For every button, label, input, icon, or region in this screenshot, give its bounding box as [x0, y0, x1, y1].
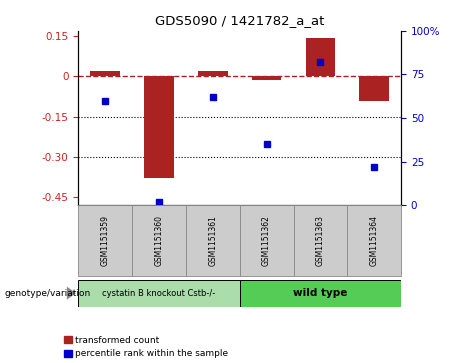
Bar	[144, 77, 174, 178]
Text: GSM1151360: GSM1151360	[154, 215, 164, 266]
Text: GSM1151361: GSM1151361	[208, 215, 217, 266]
Bar	[294, 205, 347, 276]
Text: cystatin B knockout Cstb-/-: cystatin B knockout Cstb-/-	[102, 289, 216, 298]
Bar	[360, 77, 389, 101]
Polygon shape	[67, 287, 76, 300]
Text: GSM1151363: GSM1151363	[316, 215, 325, 266]
Text: GSM1151364: GSM1151364	[370, 215, 378, 266]
Bar	[78, 280, 240, 307]
Bar	[240, 280, 401, 307]
Bar	[306, 37, 335, 77]
Bar	[198, 71, 228, 77]
Title: GDS5090 / 1421782_a_at: GDS5090 / 1421782_a_at	[155, 14, 325, 27]
Bar	[78, 205, 132, 276]
Text: genotype/variation: genotype/variation	[5, 289, 91, 298]
Bar	[347, 205, 401, 276]
Bar	[90, 71, 120, 77]
Text: GSM1151359: GSM1151359	[101, 215, 110, 266]
Text: wild type: wild type	[293, 288, 348, 298]
Bar	[186, 205, 240, 276]
Bar	[132, 205, 186, 276]
Bar	[252, 77, 281, 81]
Legend: transformed count, percentile rank within the sample: transformed count, percentile rank withi…	[65, 336, 228, 359]
Text: GSM1151362: GSM1151362	[262, 215, 271, 266]
Bar	[240, 205, 294, 276]
